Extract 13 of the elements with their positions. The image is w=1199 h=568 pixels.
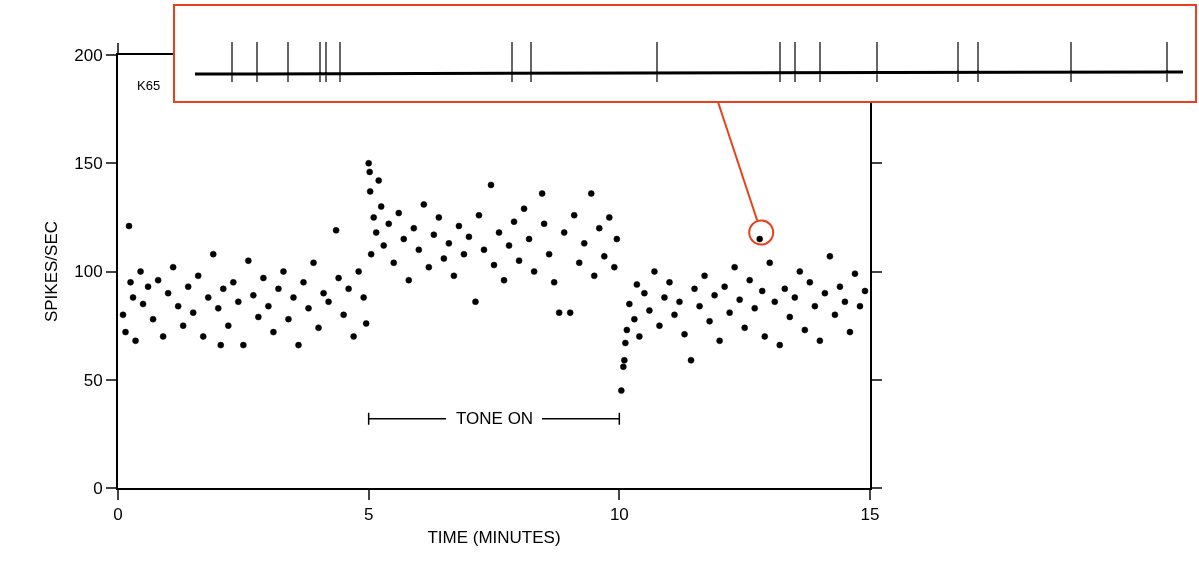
annotation: K65 [137,78,161,93]
x-tick-label: 10 [609,505,629,525]
y-tick-label: 150 [74,154,103,174]
y-tick-label: 200 [74,45,103,65]
x-axis-title: TIME (MINUTES) [427,528,561,548]
annotation: TONE ON [456,409,534,428]
y-tick-label: 0 [93,478,103,498]
x-tick-label: 5 [363,505,374,525]
y-tick-label: 100 [74,262,103,282]
x-tick-label: 0 [113,505,123,525]
y-axis-title: SPIKES/SEC [42,220,62,323]
x-tick-label: 15 [860,505,880,525]
y-tick-label: 50 [83,370,103,390]
